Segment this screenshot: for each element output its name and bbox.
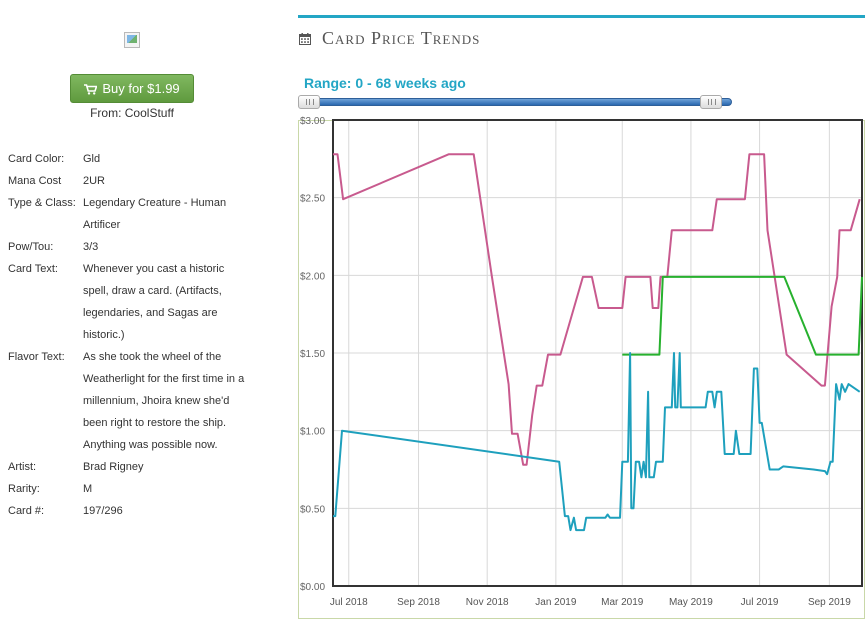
price-chart-container: $0.00 $0.50 $1.00 $1.50 $2.00 $2.50 $3.00 Jul 2…	[298, 115, 865, 619]
y-tick-label: $1.00	[300, 427, 325, 438]
detail-row-artist: Artist: Brad Rigney	[8, 456, 288, 478]
slider-track[interactable]	[300, 98, 732, 106]
detail-value: M	[83, 483, 93, 495]
y-tick-label: $2.50	[300, 194, 325, 205]
chart-frame	[298, 120, 865, 619]
plot-border	[332, 119, 863, 587]
x-tick-label: Sep 2019	[808, 597, 851, 608]
card-details: Card Color: Gld Mana Cost 2UR Type & Class…	[8, 148, 288, 522]
detail-label: Card Color:	[8, 153, 65, 165]
series-line-1	[333, 153, 861, 466]
x-tick-label: Nov 2018	[466, 597, 509, 608]
vendor-name: From: CoolStuff	[90, 106, 174, 120]
x-tick-label: Mar 2019	[601, 597, 644, 608]
buy-button[interactable]: Buy for $1.99	[70, 74, 194, 103]
card-image	[124, 32, 140, 48]
series-line-3	[333, 352, 861, 532]
x-tick-label: Jan 2019	[535, 597, 577, 608]
detail-value: Gld	[83, 153, 101, 165]
detail-row-power: Pow/Tou: 3/3	[8, 236, 288, 258]
detail-row-color: Card Color: Gld	[8, 148, 288, 170]
detail-label: Pow/Tou:	[8, 241, 54, 253]
slider-handle-end[interactable]	[699, 95, 722, 109]
price-chart: $0.00 $0.50 $1.00 $1.50 $2.00 $2.50 $3.00 Jul 2…	[298, 116, 865, 619]
detail-row-text: Card Text: Whenever you cast a historic s…	[8, 258, 288, 346]
card-details-panel: Buy for $1.99 From: CoolStuff Card Color…	[0, 0, 290, 619]
section-title: Card Price Trends	[322, 28, 481, 48]
y-tick-label: $0.00	[300, 582, 325, 593]
detail-value: Whenever you cast a historic spell, draw…	[83, 263, 225, 341]
detail-label: Type & Class:	[8, 197, 76, 209]
x-tick-label: Jul 2019	[741, 597, 779, 608]
detail-value: 197/296	[83, 505, 123, 517]
detail-row-rarity: Rarity: M	[8, 478, 288, 500]
detail-label: Card #:	[8, 505, 45, 517]
detail-value: Legendary Creature - Human Artificer	[83, 197, 227, 231]
detail-row-type: Type & Class: Legendary Creature - Human …	[8, 192, 288, 236]
range-label: Range: 0 - 68 weeks ago	[304, 75, 466, 91]
buy-button-label: Buy for $1.99	[102, 81, 180, 96]
detail-label: Mana Cost	[8, 175, 62, 187]
x-tick-label: Sep 2018	[397, 597, 440, 608]
y-tick-label: $0.50	[300, 504, 325, 515]
detail-value: 2UR	[83, 175, 106, 187]
detail-label: Flavor Text:	[8, 351, 65, 363]
x-tick-label: Jul 2018	[330, 597, 368, 608]
series-line-2	[622, 275, 863, 356]
y-tick-label: $2.00	[300, 271, 325, 282]
cart-icon	[84, 84, 98, 95]
detail-label: Artist:	[8, 461, 37, 473]
y-tick-label: $3.00	[300, 116, 325, 127]
detail-label: Card Text:	[8, 263, 58, 275]
x-tick-label: May 2019	[669, 597, 713, 608]
detail-value: 3/3	[83, 241, 99, 253]
detail-value: As she took the wheel of the Weatherligh…	[83, 351, 245, 451]
detail-row-flavor: Flavor Text: As she took the wheel of the…	[8, 346, 288, 456]
detail-value: Brad Rigney	[83, 461, 144, 473]
detail-row-number: Card #: 197/296	[8, 500, 288, 522]
slider-handle-start[interactable]	[298, 95, 320, 109]
y-tick-label: $1.50	[300, 349, 325, 360]
detail-label: Rarity:	[8, 483, 40, 495]
price-trends-panel: Card Price Trends Range: 0 - 68 weeks ag…	[298, 0, 865, 619]
detail-row-mana: Mana Cost 2UR	[8, 170, 288, 192]
calendar-icon	[299, 32, 311, 45]
section-divider	[298, 15, 865, 18]
range-slider[interactable]	[298, 95, 738, 109]
